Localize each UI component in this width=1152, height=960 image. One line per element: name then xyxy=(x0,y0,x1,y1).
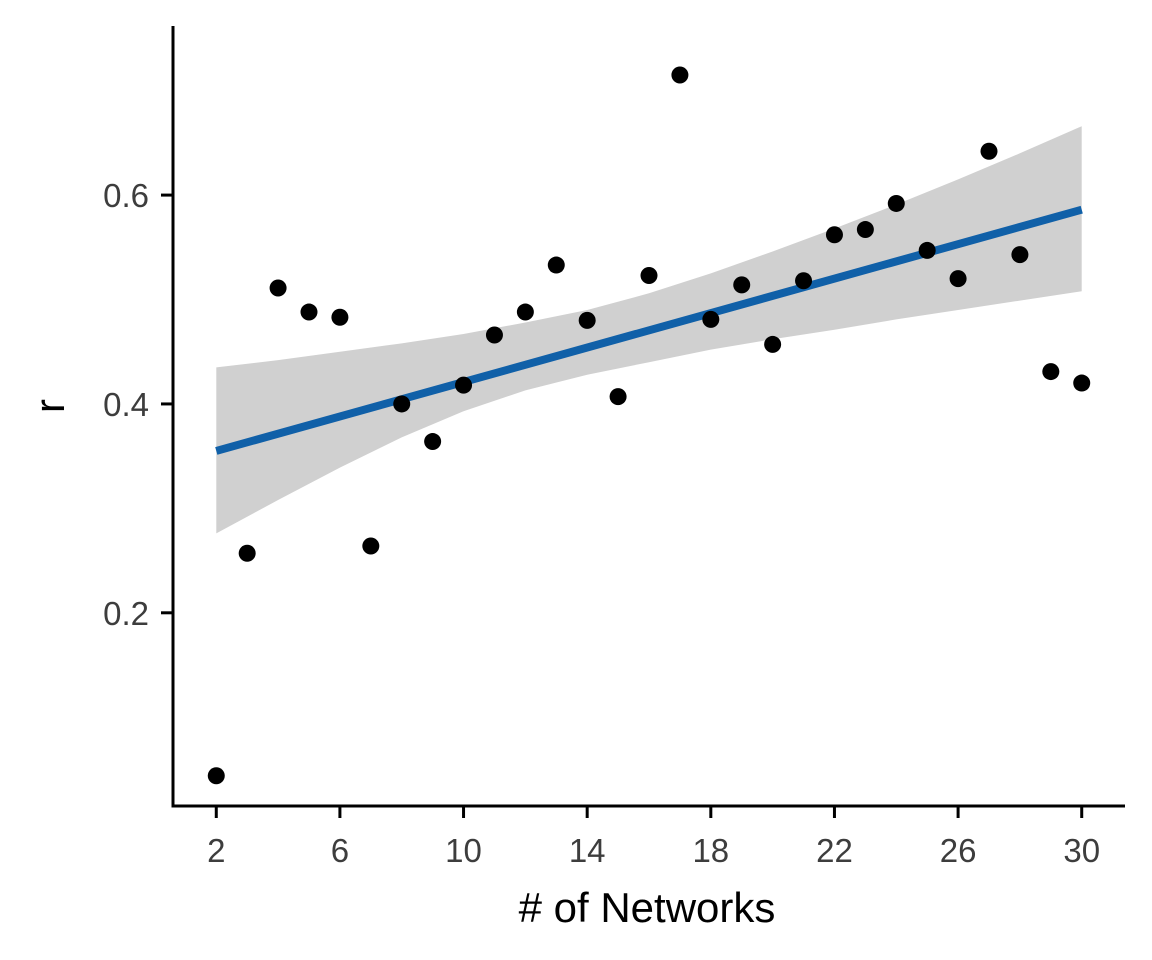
data-point xyxy=(918,241,936,259)
x-axis-ticks: 2 6 10 14 18 22 26 30 xyxy=(207,806,1100,869)
data-point xyxy=(1073,374,1091,392)
data-point xyxy=(393,395,411,413)
data-point xyxy=(671,66,689,84)
data-point xyxy=(485,326,503,344)
data-point xyxy=(269,279,287,297)
data-point xyxy=(362,537,380,555)
data-point xyxy=(331,308,349,326)
data-points-layer xyxy=(207,66,1091,785)
axes-layer xyxy=(171,26,1125,808)
regression-line xyxy=(215,205,1083,455)
data-point xyxy=(207,767,225,785)
data-point xyxy=(1011,246,1029,264)
data-point xyxy=(640,266,658,284)
data-point xyxy=(300,303,318,321)
data-point xyxy=(856,221,874,239)
x-tick-label: 18 xyxy=(692,832,729,869)
fit-line-layer xyxy=(215,205,1083,455)
y-axis-ticks: 0.2 0.4 0.6 xyxy=(103,177,173,632)
data-point xyxy=(733,276,751,294)
data-point xyxy=(455,376,473,394)
x-axis-title: # of Networks xyxy=(519,884,776,931)
x-tick-label: 6 xyxy=(331,832,349,869)
data-point xyxy=(578,311,596,329)
y-tick-label: 0.2 xyxy=(103,595,149,632)
x-tick-label: 14 xyxy=(569,832,606,869)
data-point xyxy=(825,226,843,244)
x-tick-label: 2 xyxy=(207,832,225,869)
data-point xyxy=(1042,363,1060,381)
data-point xyxy=(887,194,905,212)
x-tick-label: 10 xyxy=(445,832,482,869)
data-point xyxy=(516,303,534,321)
data-point xyxy=(702,310,720,328)
y-tick-label: 0.4 xyxy=(103,386,149,423)
x-tick-label: 30 xyxy=(1063,832,1100,869)
x-tick-label: 22 xyxy=(816,832,853,869)
y-axis-title: r xyxy=(26,399,73,413)
data-point xyxy=(424,433,442,451)
data-point xyxy=(949,270,967,288)
x-tick-label: 26 xyxy=(940,832,977,869)
data-point xyxy=(609,388,627,406)
data-point xyxy=(547,256,565,274)
y-tick-label: 0.6 xyxy=(103,177,149,214)
data-point xyxy=(764,335,782,353)
data-point xyxy=(980,142,998,160)
data-point xyxy=(238,544,256,562)
data-point xyxy=(795,272,813,290)
